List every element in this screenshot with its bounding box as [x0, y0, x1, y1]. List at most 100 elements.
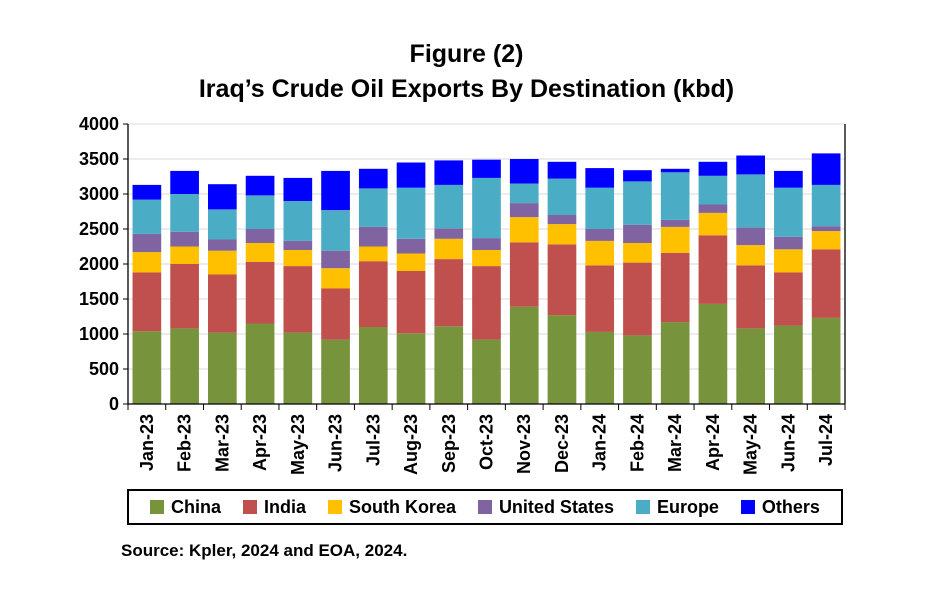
- bar-segment-others: [698, 161, 728, 176]
- bar-segment-united-states: [132, 233, 162, 253]
- bar-segment-india: [245, 261, 275, 324]
- bar-segment-china: [170, 328, 199, 404]
- bar-segment-united-states: [547, 215, 577, 225]
- chart-subtitle: Iraq’s Crude Oil Exports By Destination …: [198, 75, 735, 103]
- legend-label: China: [170, 496, 221, 517]
- bar-segment-united-states: [321, 250, 350, 269]
- legend-swatch: [740, 500, 755, 514]
- x-tick-label: Feb-23: [175, 414, 195, 472]
- source-note: Source: Kpler, 2024 and EOA, 2024.: [121, 541, 408, 560]
- x-tick-label: Oct-23: [477, 414, 497, 470]
- bar-segment-others: [132, 184, 162, 200]
- bar-segment-united-states: [509, 203, 539, 218]
- bar-segment-others: [358, 168, 388, 189]
- y-tick-label: 0: [109, 394, 119, 414]
- x-tick-label: Nov-23: [514, 414, 534, 474]
- legend-item: United States: [477, 496, 614, 518]
- x-tick-label: Aug-23: [401, 414, 421, 475]
- bar-segment-china: [208, 332, 237, 404]
- legend-swatch: [327, 500, 342, 514]
- x-tick-label: May-24: [741, 414, 761, 475]
- bar-segment-europe: [698, 175, 728, 205]
- bar-segment-south-korea: [434, 238, 464, 260]
- bar-segment-europe: [396, 187, 426, 239]
- legend-item: South Korea: [327, 496, 456, 518]
- bar-segment-south-korea: [736, 245, 765, 266]
- bar-segment-south-korea: [660, 226, 690, 253]
- y-tick-label: 3500: [79, 149, 119, 169]
- bar-segment-china: [283, 332, 313, 404]
- bar-segment-europe: [472, 177, 501, 239]
- bar-segment-india: [358, 261, 388, 327]
- bar-segment-united-states: [358, 226, 388, 247]
- bar-segment-china: [509, 306, 539, 404]
- bar-segment-india: [283, 266, 313, 333]
- bar-segment-europe: [208, 209, 237, 240]
- y-tick-label: 1500: [79, 289, 119, 309]
- x-tick-label: Jul-23: [363, 414, 383, 466]
- bar-segment-united-states: [623, 224, 652, 243]
- x-tick-label: Apr-24: [703, 414, 723, 471]
- bar-segment-india: [698, 235, 728, 304]
- bar-segment-europe: [132, 199, 162, 234]
- bar-segment-china: [472, 339, 501, 404]
- bar-segment-south-korea: [245, 243, 275, 262]
- bar-segment-china: [698, 303, 728, 404]
- bar-segment-china: [736, 328, 765, 404]
- bar-segment-india: [660, 252, 690, 323]
- bar-segment-south-korea: [811, 231, 841, 250]
- bar-segment-india: [736, 265, 765, 329]
- bar-segment-others: [509, 159, 539, 184]
- x-tick-label: Apr-23: [250, 414, 270, 471]
- bar-segment-south-korea: [509, 217, 539, 243]
- bar-segment-india: [811, 249, 841, 318]
- bar-segment-india: [434, 259, 464, 327]
- bar-segment-united-states: [472, 238, 501, 250]
- legend-swatch: [149, 500, 164, 514]
- bar-segment-south-korea: [623, 243, 652, 263]
- legend-label: Others: [761, 496, 820, 517]
- bar-segment-united-states: [774, 236, 803, 250]
- bar-segment-india: [321, 288, 350, 340]
- bar-segment-others: [434, 160, 464, 185]
- bar-segment-china: [434, 326, 464, 404]
- bar-segment-united-states: [585, 229, 615, 241]
- bar-segment-united-states: [434, 228, 464, 239]
- bar-segment-united-states: [811, 226, 841, 232]
- bar-segment-india: [472, 266, 501, 340]
- bar-segment-others: [208, 184, 237, 210]
- x-tick-label: Dec-23: [552, 414, 572, 473]
- bar-segment-united-states: [736, 227, 765, 246]
- bar-segment-others: [472, 159, 501, 178]
- bar-segment-china: [547, 315, 577, 404]
- legend-label: Europe: [656, 496, 719, 517]
- bar-segment-south-korea: [547, 224, 577, 245]
- bar-segment-south-korea: [396, 253, 426, 271]
- legend-label: United States: [498, 496, 614, 517]
- bar-segment-europe: [170, 194, 199, 232]
- legend-label: South Korea: [348, 496, 456, 517]
- legend-swatch: [477, 500, 492, 514]
- bar-segment-united-states: [170, 231, 199, 247]
- bar-segment-europe: [509, 183, 539, 204]
- bar-segment-india: [623, 262, 652, 336]
- legend-item: India: [242, 496, 306, 518]
- bar-segment-south-korea: [472, 250, 501, 267]
- bar-segment-europe: [585, 187, 615, 229]
- bar-segment-europe: [434, 184, 464, 229]
- bar-segment-others: [623, 170, 652, 182]
- y-tick-label: 1000: [79, 324, 119, 344]
- legend-swatch: [242, 500, 257, 514]
- bar-segment-india: [547, 244, 577, 316]
- bar-segment-china: [660, 322, 690, 404]
- bar-segment-others: [170, 170, 199, 194]
- y-tick-label: 500: [89, 359, 119, 379]
- x-tick-label: Sep-23: [439, 414, 459, 473]
- legend-label: India: [263, 496, 306, 517]
- legend-swatch: [635, 500, 650, 514]
- y-tick-label: 2000: [79, 254, 119, 274]
- x-tick-label: Jul-24: [816, 414, 836, 466]
- y-tick-label: 2500: [79, 219, 119, 239]
- x-tick-label: Feb-24: [627, 414, 647, 472]
